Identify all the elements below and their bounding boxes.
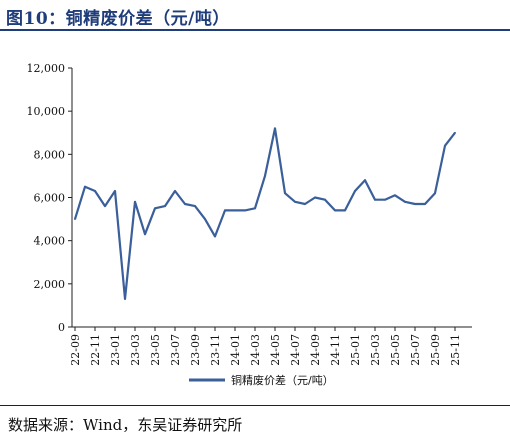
x-tick-label: 23-09 — [189, 334, 202, 366]
data-point — [324, 198, 326, 201]
data-point — [74, 218, 76, 221]
data-point — [154, 207, 156, 210]
data-point — [244, 209, 246, 212]
data-point — [314, 196, 316, 199]
x-tick-label: 25-05 — [389, 334, 402, 366]
data-point — [264, 175, 266, 177]
x-tick-label: 22-09 — [69, 334, 82, 366]
series-line — [73, 127, 456, 300]
y-tick-label: 2,000 — [34, 278, 66, 291]
data-point — [304, 203, 306, 205]
chart-legend: 铜精废价差（元/吨） — [189, 373, 334, 387]
data-point — [214, 235, 216, 238]
data-point — [334, 209, 336, 212]
data-point — [184, 203, 186, 205]
x-tick-label: 23-03 — [129, 334, 142, 366]
x-tick-label: 25-07 — [409, 334, 422, 366]
x-axis-ticks: 22-09 22-11 23-01 23-03 23-05 23-07 23-09 23-11… — [69, 327, 462, 366]
y-tick-label: 0 — [58, 321, 65, 334]
data-point — [224, 209, 226, 212]
data-point — [204, 218, 206, 221]
data-point — [454, 131, 456, 134]
data-point — [84, 185, 86, 188]
data-point — [384, 198, 386, 201]
source-note: 数据来源：Wind，东吴证券研究所 — [8, 416, 243, 434]
y-tick-label: 12,000 — [27, 62, 66, 75]
x-tick-label: 25-03 — [369, 334, 382, 366]
y-tick-label: 6,000 — [34, 192, 66, 205]
data-point — [194, 205, 196, 208]
data-point — [144, 233, 146, 236]
y-tick-label: 8,000 — [34, 148, 66, 161]
data-point — [374, 198, 376, 201]
x-tick-label: 23-01 — [109, 334, 122, 366]
x-tick-label: 23-11 — [209, 334, 222, 366]
y-axis-ticks: 0 2,000 4,000 6,000 8,000 10,000 12,000 — [27, 62, 72, 334]
x-tick-label: 24-01 — [229, 334, 242, 366]
data-point — [364, 179, 366, 182]
source-divider — [0, 405, 510, 406]
data-point — [414, 203, 416, 205]
x-tick-label: 24-09 — [309, 334, 322, 366]
x-tick-label: 25-01 — [349, 334, 362, 366]
x-tick-label: 24-07 — [289, 334, 302, 366]
x-tick-label: 23-07 — [169, 334, 182, 366]
x-tick-label: 24-03 — [249, 334, 262, 366]
data-point — [234, 209, 236, 212]
x-tick-label: 24-05 — [269, 334, 282, 366]
x-tick-label: 25-11 — [449, 334, 462, 366]
y-tick-label: 4,000 — [34, 235, 66, 248]
x-tick-label: 24-11 — [329, 334, 342, 366]
x-tick-label: 22-11 — [89, 334, 102, 366]
plot-area — [73, 127, 456, 300]
y-tick-label: 10,000 — [27, 105, 66, 118]
data-point — [94, 190, 96, 192]
title-divider — [0, 29, 510, 31]
data-point — [124, 298, 126, 300]
data-point — [134, 200, 136, 203]
chart-axes — [71, 68, 472, 328]
legend-label: 铜精废价差（元/吨） — [231, 373, 334, 387]
data-point — [174, 190, 176, 192]
data-point — [294, 200, 296, 203]
x-tick-label: 25-09 — [429, 334, 442, 366]
data-point — [104, 205, 106, 208]
x-tick-label: 23-05 — [149, 334, 162, 366]
data-point — [164, 205, 166, 208]
data-point — [424, 203, 426, 205]
data-point — [274, 127, 276, 130]
data-point — [344, 209, 346, 212]
data-point — [394, 194, 396, 197]
data-point — [284, 192, 286, 195]
data-point — [444, 144, 446, 147]
data-point — [114, 190, 116, 192]
figure-title: 图10：铜精废价差（元/吨） — [6, 9, 230, 29]
data-point — [354, 190, 356, 192]
data-point — [404, 200, 406, 203]
data-point — [434, 192, 436, 195]
data-point — [254, 207, 256, 210]
